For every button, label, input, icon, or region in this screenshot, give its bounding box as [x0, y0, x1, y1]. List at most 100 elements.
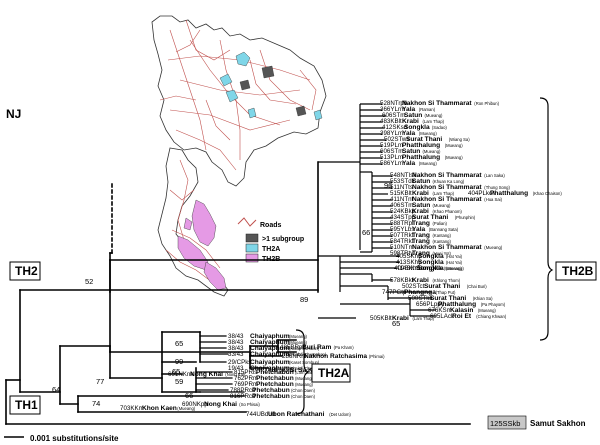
leaf-district: (Lam Thap)	[433, 191, 455, 196]
leaf-province: Chaiyaphum	[250, 359, 290, 366]
bootstrap-96: 96	[384, 181, 392, 190]
leaf-code: 769PRm	[234, 381, 258, 388]
leaf-code: 816PRcd	[230, 393, 256, 400]
leaf-district: (Mueang)	[289, 334, 308, 339]
leaf-province: Satun	[412, 202, 430, 209]
bootstrap-52: 52	[85, 277, 93, 286]
bootstrap-66-b: 66	[185, 391, 193, 400]
leaf-code: 489SKkh	[268, 367, 294, 374]
leaf-code: 510NTm	[390, 244, 414, 251]
leaf-province: Songkla	[416, 265, 442, 272]
leaf-code: 414SKm	[396, 265, 420, 272]
leaf-province: Trang	[412, 250, 430, 257]
leaf-province: Phatthalung	[438, 301, 476, 308]
th2-label-box	[9, 261, 41, 281]
th2b-label: TH2B	[562, 264, 594, 278]
leaf-province: Krabi	[392, 315, 409, 322]
leaf-province: Phatthalung	[490, 190, 528, 197]
leaf-district: (Mueang)	[445, 143, 464, 148]
leaf-district: (Hat Yai)	[446, 260, 463, 265]
leaf-label: 511NTts Nakhon Si Thammarat (Thung Song)	[390, 184, 511, 191]
leaf-province: Krabi	[412, 208, 429, 215]
leaf-province: Krabi	[412, 190, 429, 197]
leaf-district: (Mueang)	[177, 406, 196, 411]
leaf-code: 405SKhy	[396, 253, 422, 260]
leaf-code: 815PRls	[234, 369, 257, 376]
leaf-province: Chaiyaphum	[250, 365, 290, 372]
leaf-label: 502STct Surat Thani (Chai Buri)	[402, 283, 487, 290]
leaf-province: Phetchabun	[256, 381, 294, 388]
leaf-code: 502STct	[402, 283, 425, 290]
leaf-district: (Sadao)	[432, 125, 448, 130]
leaf-province: Satun	[404, 112, 422, 119]
th2a-label-box	[311, 363, 351, 383]
map-legend: Roads >1 subgroup TH2A TH2B	[237, 217, 304, 263]
leaf-district: (Mueang)	[446, 266, 465, 271]
leaf-district: (So Phisai)	[239, 402, 260, 407]
leaf-code: 595YLbs	[390, 226, 414, 233]
leaf-code: 507TRkt	[390, 232, 414, 239]
leaf-district: (Mueang)	[289, 340, 308, 345]
leaf-district: (Phakdi Chumphon)	[289, 366, 327, 371]
leaf-province: Nong Khai	[190, 371, 223, 378]
leaf-district: (Phimai)	[369, 354, 385, 359]
leaf-code: 519PLm	[380, 142, 403, 149]
leaf-code: 434STpp	[390, 214, 416, 221]
leaf-label: 19/43 Chaiyaphum (Phakdi Chumphon)	[228, 365, 327, 372]
leaf-code: 553STdk	[390, 178, 416, 185]
leaf-province: Nakhon Si Thammarat	[402, 100, 472, 107]
leaf-code: 483KBlt	[380, 118, 402, 125]
leaf-code: 762PRm	[234, 375, 258, 382]
leaf-province: Yala	[402, 160, 416, 167]
leaf-code: 548NTIsk	[390, 172, 417, 179]
th2b-label-box	[555, 261, 597, 281]
leaf-label: 505KBlt Krabi (Lam Thap)	[370, 315, 435, 322]
leaf-province: Trang	[412, 220, 430, 227]
leaf-code: 586YLm	[380, 160, 403, 167]
leaf-district: (Thap Put)	[436, 290, 456, 295]
leaf-code: 676KSm	[428, 307, 452, 314]
leaf-province: Phetchabun	[252, 393, 290, 400]
leaf-code: 406STm	[390, 202, 413, 209]
leaf-province: Nakhon Si Thammarat	[412, 196, 482, 203]
leaf-province: Si Sa Ket	[290, 367, 319, 374]
leaf-province: Khon Kaen	[142, 405, 177, 412]
outgroup-code-box	[487, 415, 527, 430]
thailand-map-inset: Roads >1 subgroup TH2A TH2B	[151, 15, 327, 297]
leaf-district: (Mueang)	[478, 308, 497, 313]
leaf-code: 286NRm	[282, 353, 306, 360]
leaf-district: (Chon Daen)	[291, 394, 316, 399]
leaf-province: Satun	[402, 148, 420, 155]
leaf-district: (Thung Song)	[484, 185, 510, 190]
bootstrap-74: 74	[92, 399, 100, 408]
leaf-province: Yala	[402, 130, 416, 137]
leaf-district: (Lam Thap)	[423, 119, 445, 124]
legend-subgroup-swatch	[245, 233, 259, 243]
legend-roads-label: Roads	[260, 222, 282, 229]
leaf-code: 29/CPks	[228, 359, 251, 366]
bootstrap-89: 89	[300, 295, 308, 304]
leaf-province: Phatthalung	[402, 154, 440, 161]
leaf-district: (Huai Yot)	[433, 251, 452, 256]
leaf-province: Kalasin	[450, 307, 473, 314]
